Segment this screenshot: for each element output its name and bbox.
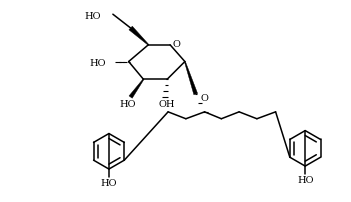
Text: HO: HO [297,176,313,184]
Text: OH: OH [159,100,176,109]
Text: HO: HO [119,100,136,109]
Text: HO: HO [101,179,117,187]
Polygon shape [129,80,144,99]
Text: O: O [201,93,208,102]
Text: HO: HO [90,59,106,68]
Text: HO: HO [85,12,101,21]
Polygon shape [184,62,198,95]
Polygon shape [129,27,149,46]
Text: O: O [172,40,180,49]
